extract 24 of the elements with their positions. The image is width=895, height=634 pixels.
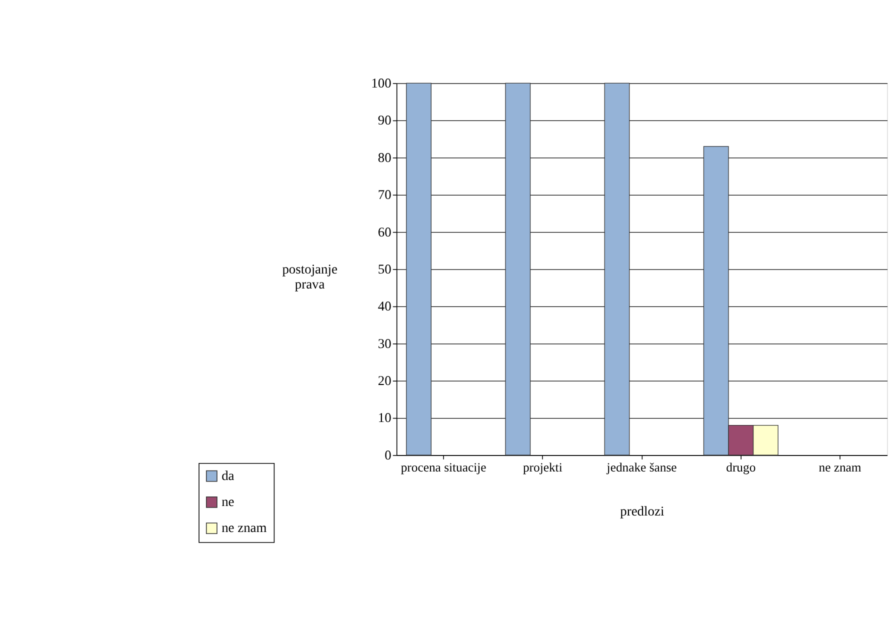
- y-tick-label: 100: [371, 76, 392, 91]
- bar: [505, 82, 531, 456]
- y-tick-label: 90: [378, 112, 392, 128]
- x-tick-label: procena situacije: [400, 460, 487, 474]
- y-tick-label: 40: [378, 298, 392, 314]
- y-tick-label: 80: [378, 150, 392, 165]
- legend-label: da: [222, 468, 234, 484]
- x-tick-label: projekti: [522, 460, 563, 474]
- y-tick-label: 50: [378, 261, 392, 276]
- y-tick-label: 0: [384, 447, 392, 462]
- y-tick-label: 10: [378, 410, 392, 426]
- legend-label: ne znam: [222, 520, 268, 536]
- y-tick-label: 70: [378, 187, 392, 202]
- legend-label: ne: [222, 494, 234, 510]
- y-tick-label: 60: [378, 224, 392, 240]
- y-axis-title: postojanje prava: [282, 261, 338, 292]
- x-tick-label: ne znam: [818, 460, 862, 474]
- x-tick-label: drugo: [726, 460, 756, 474]
- x-tick-label: jednake šanse: [606, 460, 678, 474]
- y-tick-label: 30: [378, 336, 392, 351]
- bar: [406, 82, 432, 456]
- y-tick-label: 20: [378, 373, 392, 388]
- x-axis-title: predlozi: [620, 504, 664, 519]
- bar: [604, 82, 630, 456]
